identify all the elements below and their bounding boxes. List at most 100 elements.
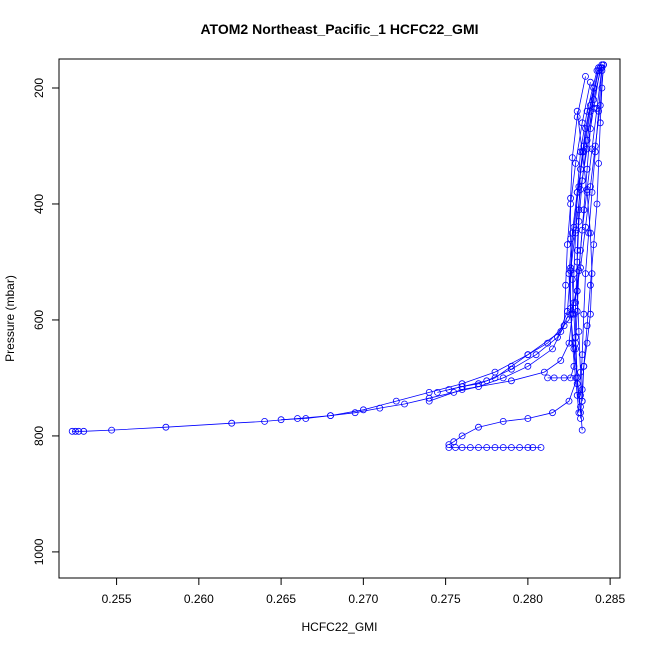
- data-point: [516, 444, 523, 451]
- data-point: [450, 388, 458, 396]
- data-point: [577, 415, 584, 422]
- series-13: [544, 64, 606, 382]
- data-point: [544, 374, 551, 382]
- data-point: [425, 394, 433, 402]
- data-point: [540, 368, 548, 376]
- data-point: [587, 310, 594, 318]
- data-point: [568, 154, 576, 162]
- series-line: [72, 64, 604, 432]
- data-point: [532, 351, 540, 359]
- series-line: [281, 82, 591, 421]
- data-point: [583, 339, 591, 347]
- data-point: [351, 409, 359, 417]
- data-point: [359, 406, 367, 414]
- data-point: [588, 270, 596, 278]
- series-line: [570, 76, 586, 413]
- data-point: [582, 125, 589, 133]
- x-tick-label: 0.280: [513, 592, 543, 606]
- data-point: [277, 416, 285, 424]
- plot-frame: [58, 58, 621, 579]
- data-point: [570, 299, 578, 307]
- x-tick-label: 0.275: [431, 592, 461, 606]
- y-tick-label: 400: [32, 194, 46, 214]
- x-tick-label: 0.265: [266, 592, 296, 606]
- data-point: [573, 307, 581, 315]
- data-point: [507, 377, 515, 385]
- x-axis: 0.255 0.260 0.265 0.270 0.275 0.280 0.285: [102, 577, 625, 606]
- data-point: [598, 64, 606, 72]
- data-point: [228, 419, 236, 427]
- data-point: [549, 409, 556, 417]
- data-point: [578, 426, 586, 434]
- data-point: [565, 270, 573, 278]
- data-point: [573, 107, 581, 115]
- data-point: [593, 104, 601, 112]
- series-line: [576, 111, 593, 419]
- series-6: [68, 61, 607, 435]
- data-point: [445, 386, 453, 393]
- series-10: [277, 78, 594, 424]
- data-point: [567, 374, 574, 382]
- data-point: [557, 357, 565, 364]
- data-point: [560, 374, 568, 382]
- data-point: [564, 241, 571, 249]
- data-point: [565, 316, 573, 324]
- data-point: [573, 391, 581, 399]
- x-tick-label: 0.270: [348, 592, 378, 606]
- data-point: [577, 246, 584, 254]
- data-point: [401, 400, 408, 408]
- data-point: [582, 270, 589, 278]
- data-point: [572, 339, 579, 347]
- data-point: [392, 397, 400, 405]
- data-point: [499, 417, 507, 425]
- series-line: [448, 70, 599, 445]
- data-point: [302, 415, 310, 422]
- series-15: [445, 84, 598, 393]
- data-point: [475, 423, 482, 431]
- data-point: [560, 322, 568, 330]
- data-point: [499, 444, 507, 451]
- data-point: [578, 119, 586, 127]
- data-point: [565, 397, 573, 405]
- data-point: [570, 362, 578, 370]
- data-point: [587, 78, 594, 86]
- data-point: [72, 427, 79, 435]
- data-point: [588, 188, 596, 196]
- data-point: [491, 444, 499, 451]
- data-point: [583, 188, 591, 196]
- data-point: [590, 84, 598, 92]
- data-point: [75, 427, 83, 435]
- data-point: [568, 310, 576, 318]
- data-point: [583, 165, 591, 173]
- series-12: [445, 444, 545, 451]
- data-point: [598, 67, 606, 74]
- data-point: [327, 412, 334, 420]
- data-point: [80, 427, 88, 435]
- data-point: [261, 417, 269, 425]
- y-tick-label: 600: [32, 310, 46, 330]
- x-tick-label: 0.285: [595, 592, 625, 606]
- data-point: [108, 426, 115, 434]
- data-point: [568, 229, 576, 237]
- data-point: [580, 206, 588, 214]
- data-point: [452, 444, 459, 451]
- x-tick-label: 0.260: [184, 592, 214, 606]
- x-tick-label: 0.255: [102, 592, 132, 606]
- data-point: [554, 333, 561, 341]
- y-tick-label: 200: [32, 78, 46, 98]
- data-point: [573, 374, 581, 382]
- data-point: [499, 374, 507, 382]
- data-point: [562, 281, 570, 289]
- data-point: [524, 444, 532, 451]
- data-point: [544, 339, 551, 347]
- data-point: [549, 345, 556, 353]
- data-point: [550, 374, 558, 382]
- data-point: [433, 388, 441, 396]
- data-point: [580, 310, 588, 318]
- data-point: [537, 444, 545, 451]
- data-point: [524, 415, 532, 422]
- data-point: [573, 287, 581, 295]
- data-point: [475, 444, 482, 451]
- data-point: [162, 423, 170, 431]
- data-point: [458, 444, 466, 451]
